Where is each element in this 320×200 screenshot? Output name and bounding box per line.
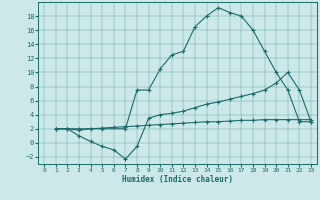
X-axis label: Humidex (Indice chaleur): Humidex (Indice chaleur) bbox=[122, 175, 233, 184]
